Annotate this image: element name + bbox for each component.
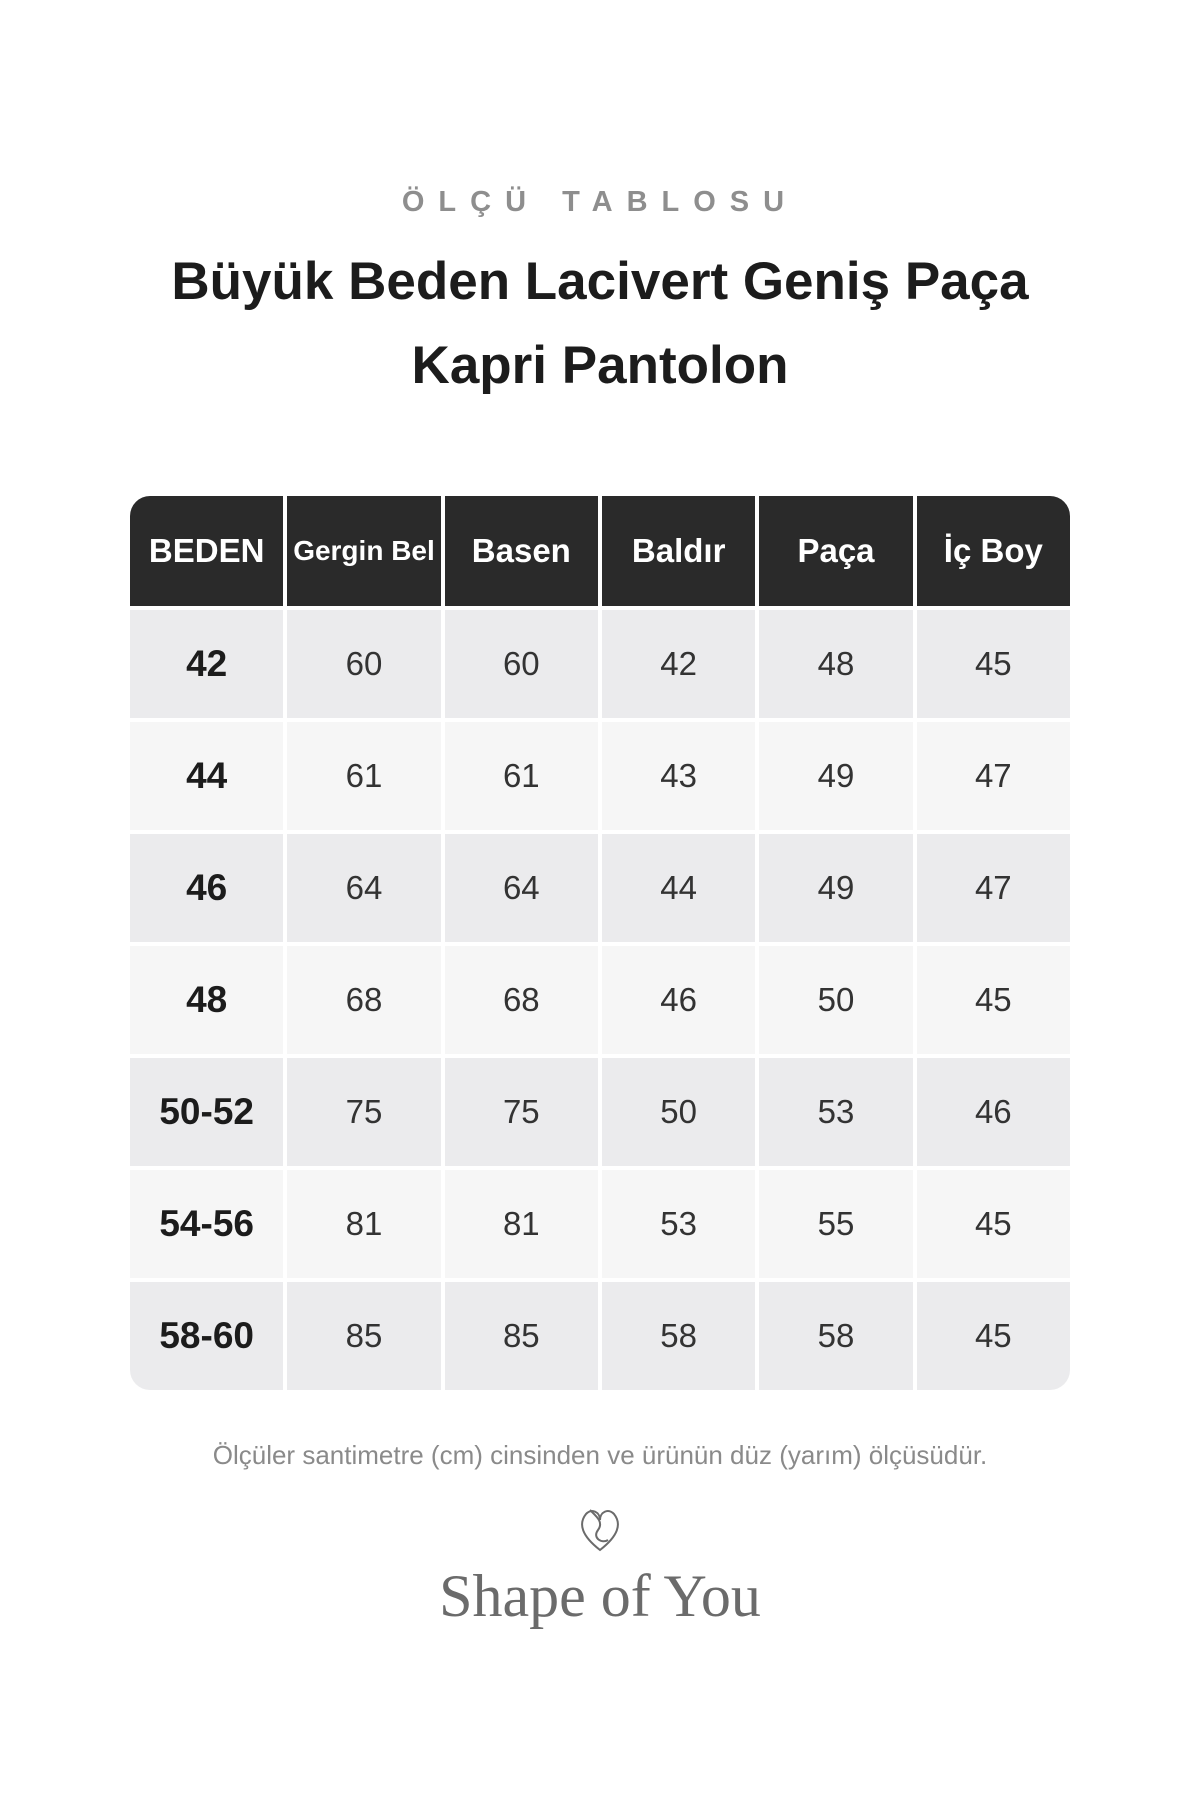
measure-cell: 81	[444, 1170, 598, 1278]
size-table: BEDEN Gergin Bel Basen Baldır Paça İç Boy 42 60…	[130, 496, 1070, 1390]
measure-cell: 45	[916, 610, 1070, 718]
measure-cell: 68	[287, 946, 441, 1054]
measure-cell: 75	[444, 1058, 598, 1166]
eyebrow: ÖLÇÜ TABLOSU	[401, 186, 799, 218]
measure-cell: 49	[759, 834, 913, 942]
measure-cell: 85	[287, 1282, 441, 1390]
size-cell: 50-52	[130, 1058, 284, 1166]
size-cell: 54-56	[130, 1170, 284, 1278]
column-header: Gergin Bel	[287, 496, 441, 606]
measure-cell: 50	[759, 946, 913, 1054]
measure-cell: 58	[601, 1282, 756, 1390]
measure-cell: 43	[601, 722, 756, 830]
measure-cell: 61	[444, 722, 598, 830]
size-cell: 42	[130, 610, 284, 718]
measure-cell: 45	[916, 1282, 1070, 1390]
measure-cell: 75	[287, 1058, 441, 1166]
measure-cell: 58	[759, 1282, 913, 1390]
size-cell: 48	[130, 946, 284, 1054]
measure-cell: 46	[916, 1058, 1070, 1166]
column-header: Baldır	[601, 496, 756, 606]
measure-cell: 53	[759, 1058, 913, 1166]
column-header: BEDEN	[130, 496, 284, 606]
column-header: Paça	[759, 496, 913, 606]
size-cell: 46	[130, 834, 284, 942]
size-cell: 44	[130, 722, 284, 830]
measure-cell: 85	[444, 1282, 598, 1390]
brand-logo	[581, 1509, 619, 1552]
measure-cell: 60	[287, 610, 441, 718]
measure-cell: 55	[759, 1170, 913, 1278]
measure-cell: 48	[759, 610, 913, 718]
measure-cell: 44	[601, 834, 756, 942]
measure-cell: 64	[444, 834, 598, 942]
measure-cell: 49	[759, 722, 913, 830]
measure-cell: 45	[916, 1170, 1070, 1278]
footnote: Ölçüler santimetre (cm) cinsinden ve ürü…	[212, 1440, 988, 1470]
measure-cell: 50	[601, 1058, 756, 1166]
column-header: İç Boy	[916, 496, 1070, 606]
measure-cell: 81	[287, 1170, 441, 1278]
measure-cell: 53	[601, 1170, 756, 1278]
measure-cell: 60	[444, 610, 598, 718]
product-title: Büyük Beden Lacivert Geniş Paça Kapri Pa…	[171, 252, 1029, 395]
measure-cell: 61	[287, 722, 441, 830]
column-header: Basen	[444, 496, 598, 606]
measure-cell: 42	[601, 610, 756, 718]
measure-cell: 68	[444, 946, 598, 1054]
measure-cell: 64	[287, 834, 441, 942]
measure-cell: 47	[916, 722, 1070, 830]
measure-cell: 46	[601, 946, 756, 1054]
size-cell: 58-60	[130, 1282, 284, 1390]
measure-cell: 45	[916, 946, 1070, 1054]
measure-cell: 47	[916, 834, 1070, 942]
brand-name: Shape of You	[439, 1563, 761, 1629]
